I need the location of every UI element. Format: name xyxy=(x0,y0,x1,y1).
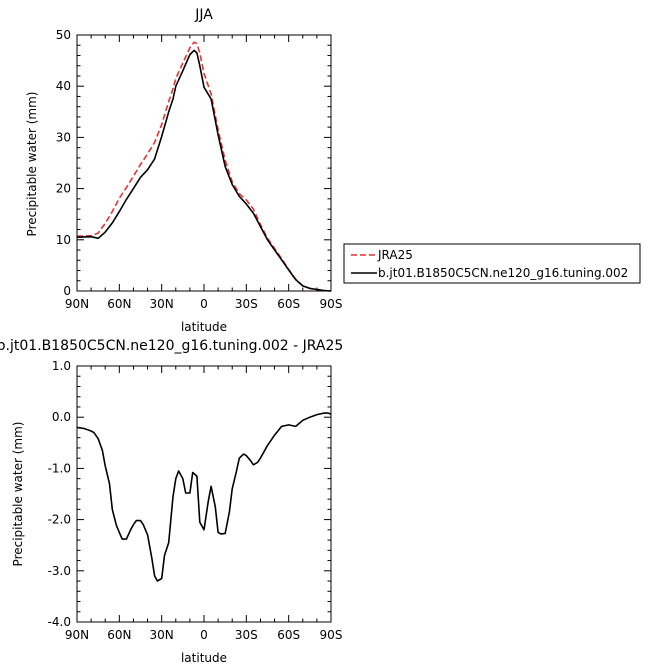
bottom-y-axis-label: Precipitable water (mm) xyxy=(11,422,25,567)
x-tick-label: 30N xyxy=(150,628,174,642)
x-tick-label: 60N xyxy=(107,628,131,642)
bottom-plot-frame xyxy=(76,365,332,623)
x-tick-label: 30S xyxy=(235,628,258,642)
top-chart-title: JJA xyxy=(194,7,213,23)
x-tick-label: 0 xyxy=(200,628,208,642)
legend-label-jra25: JRA25 xyxy=(377,248,413,262)
x-tick-label: 90S xyxy=(320,297,343,311)
top-series-lines xyxy=(76,41,332,292)
x-tick-label: 90N xyxy=(65,628,89,642)
bottom-x-axis-label: latitude xyxy=(181,651,227,665)
legend-box xyxy=(343,243,641,284)
top-x-axis-label: latitude xyxy=(181,320,227,334)
x-tick-label: 30S xyxy=(235,297,258,311)
y-tick-label: 20 xyxy=(56,182,71,196)
series-line-model xyxy=(76,49,332,292)
x-tick-label: 60S xyxy=(277,628,300,642)
x-tick-label: 90N xyxy=(65,297,89,311)
y-tick-label: -1.0 xyxy=(48,461,71,475)
x-tick-label: 60N xyxy=(107,297,131,311)
legend-label-model: b.jt01.B1850C5CN.ne120_g16.tuning.002 xyxy=(378,266,628,280)
bottom-series-lines xyxy=(76,412,332,582)
x-tick-label: 0 xyxy=(200,297,208,311)
bottom-axis-ticks: 90N 60N 30N 0 30S 60S 90S 1.0 0.0 -1.0 -2.0 -3.0 -4.… xyxy=(48,359,343,642)
top-panel: JJA 90N 60N 30N 0 30S 60S 90S 0 10 20 30 40 50 latit… xyxy=(25,7,342,334)
y-tick-label: -3.0 xyxy=(48,564,71,578)
top-axis-ticks: 90N 60N 30N 0 30S 60S 90S 0 10 20 30 40 50 xyxy=(56,28,343,311)
x-tick-label: 60S xyxy=(277,297,300,311)
y-tick-label: -4.0 xyxy=(48,615,71,629)
y-tick-label: 1.0 xyxy=(52,359,71,373)
y-tick-label: 30 xyxy=(56,130,71,144)
y-tick-label: 0 xyxy=(63,284,71,298)
y-tick-label: 0.0 xyxy=(52,410,71,424)
y-tick-label: 10 xyxy=(56,233,71,247)
y-tick-label: 40 xyxy=(56,79,71,93)
top-y-axis-label: Precipitable water (mm) xyxy=(25,92,39,237)
x-tick-label: 30N xyxy=(150,297,174,311)
difference-line xyxy=(76,412,332,582)
y-tick-label: 50 xyxy=(56,28,71,42)
legend: JRA25 b.jt01.B1850C5CN.ne120_g16.tuning.… xyxy=(343,243,641,284)
series-line-jra25 xyxy=(76,41,332,292)
bottom-panel: b.jt01.B1850C5CN.ne120_g16.tuning.002 - … xyxy=(0,338,343,665)
x-tick-label: 90S xyxy=(320,628,343,642)
bottom-chart-title: b.jt01.B1850C5CN.ne120_g16.tuning.002 - … xyxy=(0,338,343,354)
y-tick-label: -2.0 xyxy=(48,513,71,527)
